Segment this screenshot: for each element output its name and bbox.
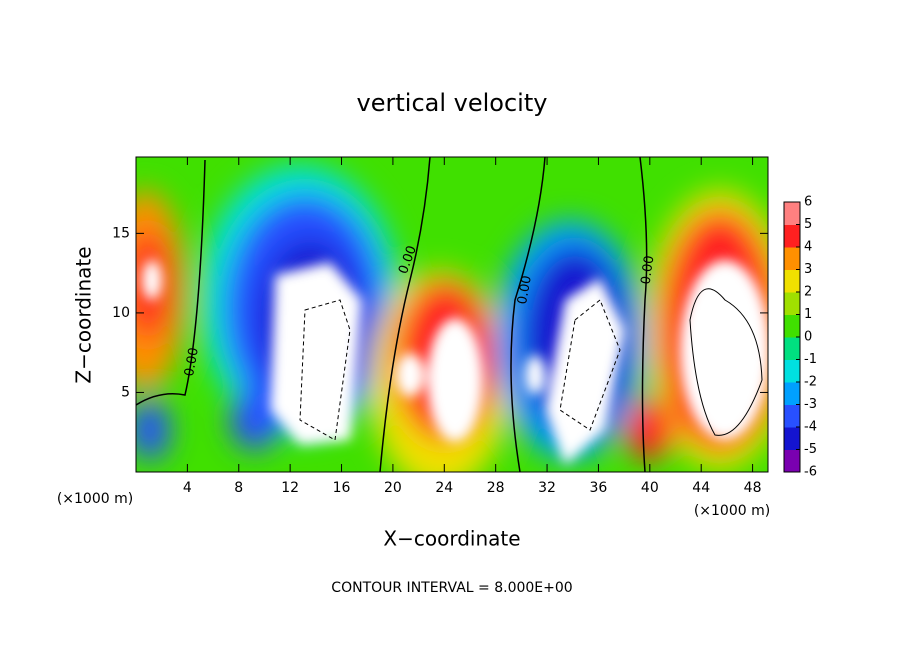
colorbar-band	[784, 404, 800, 428]
x-tick-label: 44	[692, 480, 710, 496]
colorbar-band	[784, 224, 800, 248]
x-tick-label: 36	[590, 480, 608, 496]
colorbar-band	[784, 382, 800, 405]
contour-label: 0.00	[639, 255, 658, 286]
colorbar-tick-label: 0	[804, 330, 812, 345]
colorbar-band	[784, 449, 800, 473]
field	[136, 157, 768, 472]
colorbar-band	[784, 427, 800, 450]
footnote: CONTOUR INTERVAL = 8.000E+00	[331, 580, 572, 596]
contour-label: 0.00	[515, 274, 535, 305]
y-axis-title: Z−coordinate	[72, 246, 96, 383]
colorbar-band	[784, 359, 800, 383]
x-tick-label: 48	[744, 480, 762, 496]
x-axis-title: X−coordinate	[383, 527, 520, 551]
y-tick-label: 15	[112, 225, 130, 241]
colorbar-tick-label: 5	[804, 217, 812, 232]
colorbar-tick-label: 3	[804, 262, 812, 277]
x-tick-label: 24	[435, 480, 453, 496]
x-tick-label: 40	[641, 480, 659, 496]
colorbar-tick-label: -2	[804, 375, 817, 390]
colorbar-tick-label: 4	[804, 240, 812, 255]
colorbar-tick-label: -3	[804, 397, 817, 412]
x-tick-label: 4	[183, 480, 192, 496]
x-tick-label: 20	[384, 480, 402, 496]
chart-title: vertical velocity	[357, 89, 548, 117]
y-tick-label: 5	[121, 384, 130, 400]
colorbar-tick-label: 1	[804, 307, 812, 322]
colorbar-tick-label: -6	[804, 465, 817, 480]
y-tick-label: 10	[112, 305, 130, 321]
colorbar-band	[784, 337, 800, 360]
colorbar-band	[784, 247, 800, 270]
colorbar-tick-label: -1	[804, 352, 817, 367]
colorbar-band	[784, 314, 800, 338]
x-tick-label: 32	[538, 480, 556, 496]
x-unit-label: (×1000 m)	[57, 491, 133, 507]
colorbar-tick-label: -5	[804, 442, 817, 457]
contour-label: 0.00	[182, 346, 202, 377]
x-tick-label: 16	[333, 480, 351, 496]
colorbar-band	[784, 292, 800, 315]
colorbar-band	[784, 202, 800, 225]
x-unit-label: (×1000 m)	[694, 503, 770, 519]
colorbar-band	[784, 269, 800, 293]
colorbar-tick-label: 6	[804, 195, 812, 210]
colorbar-tick-label: -4	[804, 420, 817, 435]
x-tick-label: 8	[234, 480, 243, 496]
x-tick-label: 12	[281, 480, 299, 496]
x-tick-label: 28	[487, 480, 505, 496]
plot-frame	[135, 156, 769, 473]
colorbar-tick-label: 2	[804, 285, 812, 300]
